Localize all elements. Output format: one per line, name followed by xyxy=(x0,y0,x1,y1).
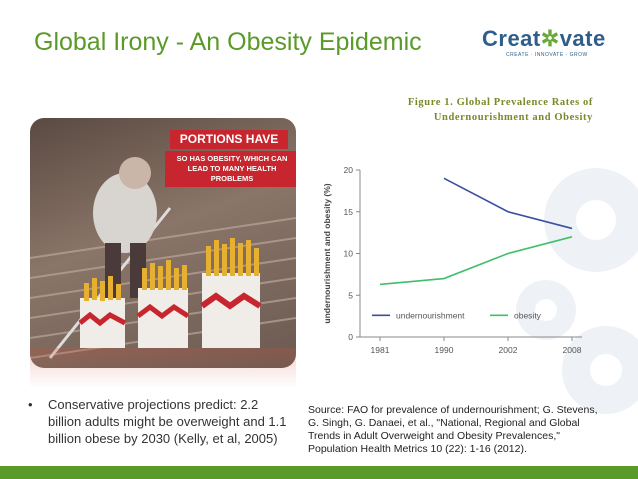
stairs-illustration xyxy=(30,157,296,359)
x-tick-label: 1981 xyxy=(371,345,390,355)
photo-banner-title: PORTIONS HAVE GROWN xyxy=(170,130,288,165)
y-tick-label: 0 xyxy=(348,332,353,342)
figure-caption: Figure 1. Global Prevalence Rates of Und… xyxy=(407,97,593,123)
y-tick-label: 10 xyxy=(344,249,354,259)
bullet-dot: • xyxy=(28,397,33,412)
legend-label-undernourishment: undernourishment xyxy=(396,310,465,320)
slide-title: Global Irony - An Obesity Epidemic xyxy=(34,28,422,56)
series-line-obesity xyxy=(379,236,573,286)
logo-text-b: vate xyxy=(559,26,606,51)
legend-label-obesity: obesity xyxy=(514,310,542,320)
photo-banner-subtitle: SO HAS OBESITY, WHICH CAN LEAD TO MANY H… xyxy=(165,151,296,187)
series-line-undernourishment xyxy=(443,177,573,230)
logo-text-a: Creat xyxy=(482,26,541,51)
obesity-photo: PORTIONS HAVE GROWN SO HAS OBESITY, WHIC… xyxy=(30,118,296,368)
logo-tagline: CREATE · INNOVATE · GROW xyxy=(506,52,588,58)
y-tick-label: 5 xyxy=(348,290,353,300)
bottom-bar xyxy=(0,466,638,479)
gear-watermark xyxy=(486,150,638,470)
line-chart: 0 5 10 15 20 1981 1990 2002 2008 undernourishment… xyxy=(300,155,600,365)
y-tick-label: 15 xyxy=(344,207,354,217)
bullet-text: Conservative projections predict: 2.2 bi… xyxy=(48,397,287,446)
chart-svg: 0 5 10 15 20 1981 1990 2002 2008 undernourishment… xyxy=(322,165,582,355)
x-tick-label: 2008 xyxy=(563,345,582,355)
photo-reflection xyxy=(30,348,296,388)
source-note: Source: FAO for prevalence of undernouri… xyxy=(308,404,598,455)
y-axis-label: undernourishment and obesity (%) xyxy=(322,183,332,323)
creatovate-logo: Creat✲vate CREATE · INNOVATE · GROW xyxy=(482,26,607,60)
y-tick-label: 20 xyxy=(344,165,354,175)
x-tick-label: 2002 xyxy=(499,345,518,355)
gear-icon: ✲ xyxy=(540,26,560,51)
x-tick-label: 1990 xyxy=(435,345,454,355)
